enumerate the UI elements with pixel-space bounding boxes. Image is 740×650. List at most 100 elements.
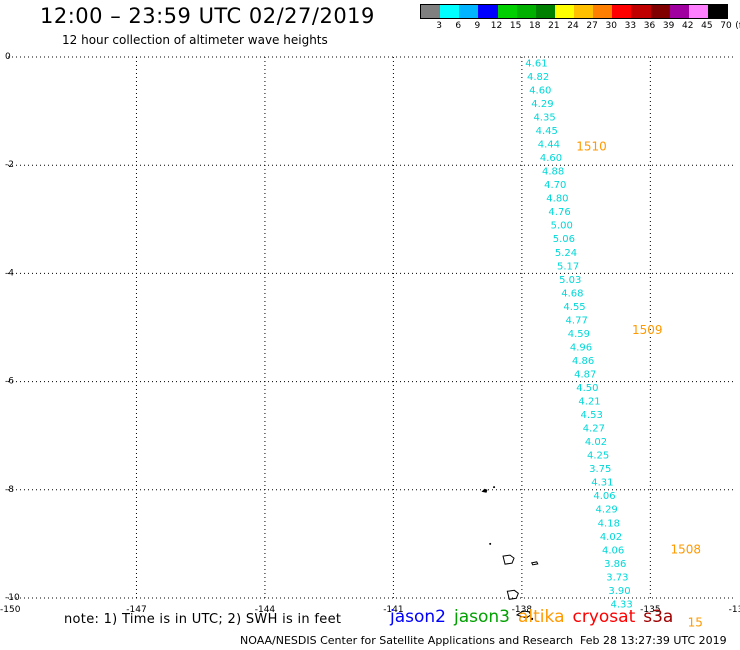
lon-tick-label: -141: [383, 605, 403, 615]
credit-line: NOAA/NESDIS Center for Satellite Applica…: [240, 634, 574, 647]
swh-value: 4.35: [533, 113, 555, 124]
color-legend-label: 39: [662, 21, 675, 31]
island-shape: [481, 488, 488, 493]
island-outline: [502, 554, 515, 565]
swh-value: 4.86: [572, 356, 594, 367]
swh-value: 4.77: [566, 315, 588, 326]
color-legend-label: 6: [455, 21, 462, 31]
color-legend-label: 15: [509, 21, 522, 31]
color-swatch: [688, 5, 708, 18]
color-swatch: [593, 5, 613, 18]
color-swatch: [516, 5, 536, 18]
swh-value: 4.33: [611, 599, 633, 610]
color-swatch: [650, 5, 670, 18]
swh-value: 4.82: [527, 72, 549, 83]
color-legend-label: 36: [643, 21, 656, 31]
swh-value: 4.68: [561, 288, 583, 299]
lon-tick-label: -13: [729, 605, 740, 615]
swh-value: 5.17: [557, 261, 579, 272]
pass-time-label: 1510: [576, 139, 607, 153]
color-swatch: [535, 5, 555, 18]
color-legend-label: 21: [548, 21, 560, 31]
swh-value: 4.29: [531, 99, 553, 110]
island-dot: [493, 486, 496, 489]
swh-value: 4.31: [591, 478, 613, 489]
color-legend-label: 27: [586, 21, 598, 31]
color-swatch: [669, 5, 689, 18]
page-subtitle: 12 hour collection of altimeter wave hei…: [62, 33, 328, 47]
swh-value: 3.73: [606, 572, 628, 583]
lat-tick-label: -6: [5, 377, 14, 387]
color-swatch: [707, 5, 727, 18]
color-swatch: [497, 5, 517, 18]
swh-value: 4.59: [568, 329, 590, 340]
lon-tick-label: -150: [0, 605, 21, 615]
swh-value: 5.00: [551, 221, 573, 232]
lon-tick-label: -138: [512, 605, 533, 615]
island-dot: [530, 617, 534, 621]
color-legend-label: 70: [720, 21, 732, 31]
color-swatch: [440, 5, 460, 18]
island-outline: [530, 561, 539, 566]
lon-tick-label: -135: [640, 605, 660, 615]
axis-labels: 0 -2 -4 -6 -8 -10 -150 -147 -144 -141 -138 -135 -13: [0, 52, 740, 615]
swh-value: 4.06: [602, 545, 624, 556]
swh-value: 4.96: [570, 342, 592, 353]
swh-value: 5.24: [555, 248, 577, 259]
lat-tick-label: -2: [5, 160, 14, 170]
color-legend-label: 3: [436, 21, 442, 31]
swh-track: 4.61 4.82 4.60 4.29 4.35 4.45 4.44 4.60 4.88 4.70…: [525, 58, 632, 610]
color-legend-label: 9: [474, 21, 481, 31]
swh-value: 3.90: [608, 586, 630, 597]
pass-time-label: 15: [688, 615, 703, 629]
color-legend-label: 30: [605, 21, 617, 31]
swh-value: 5.06: [553, 234, 575, 245]
swh-value: 4.60: [540, 153, 562, 164]
color-legend-label: 42: [682, 21, 694, 31]
satellite-legend: jason2 jason3 altika cryosat s3a: [390, 607, 681, 627]
color-legend-label: 18: [529, 21, 541, 31]
satellite-s3a: s3a: [643, 607, 674, 627]
color-legend-label: 12: [490, 21, 503, 31]
swh-value: 4.06: [593, 491, 615, 502]
satellite-altika: altika: [518, 607, 565, 627]
swh-value: 4.76: [548, 207, 570, 218]
color-swatch: [574, 5, 594, 18]
color-legend-label: (ft): [735, 21, 740, 31]
swh-value: 4.44: [538, 140, 560, 151]
color-swatch: [421, 5, 441, 18]
swh-value: 4.18: [598, 518, 620, 529]
footer-note: note: 1) Time is in UTC; 2) SWH is in fe…: [64, 612, 342, 627]
island-outline: [506, 589, 519, 600]
swh-value: 4.50: [576, 383, 598, 394]
lat-tick-label: -8: [5, 485, 14, 495]
lon-tick-label: -147: [126, 605, 146, 615]
satellite-jason2: jason2: [390, 607, 446, 627]
color-swatch: [554, 5, 574, 18]
satellite-jason3: jason3: [454, 607, 510, 627]
swh-value: 4.21: [578, 397, 600, 408]
lat-tick-label: -4: [5, 268, 14, 278]
lat-tick-label: -10: [5, 593, 20, 603]
satellite-cryosat: cryosat: [572, 607, 636, 627]
swh-value: 4.02: [600, 532, 622, 543]
swh-value: 4.02: [585, 437, 607, 448]
swh-value: 4.29: [596, 505, 618, 516]
swh-value: 4.70: [544, 180, 566, 191]
time-labels: 1510 1509 1508 15: [576, 139, 703, 629]
color-legend-label: 33: [624, 21, 637, 31]
color-legend-label: 45: [701, 21, 713, 31]
lon-tick-label: -144: [255, 605, 276, 615]
color-swatch: [478, 5, 498, 18]
pass-time-label: 1509: [632, 323, 663, 337]
lat-tick-label: 0: [5, 52, 11, 62]
swh-value: 4.25: [587, 451, 609, 462]
swh-value: 5.03: [559, 275, 581, 286]
swh-value: 4.87: [574, 369, 596, 380]
swh-value: 4.45: [536, 126, 558, 137]
swh-value: 4.61: [525, 58, 547, 69]
swh-value: 4.53: [581, 410, 603, 421]
swh-value: 4.27: [583, 424, 605, 435]
